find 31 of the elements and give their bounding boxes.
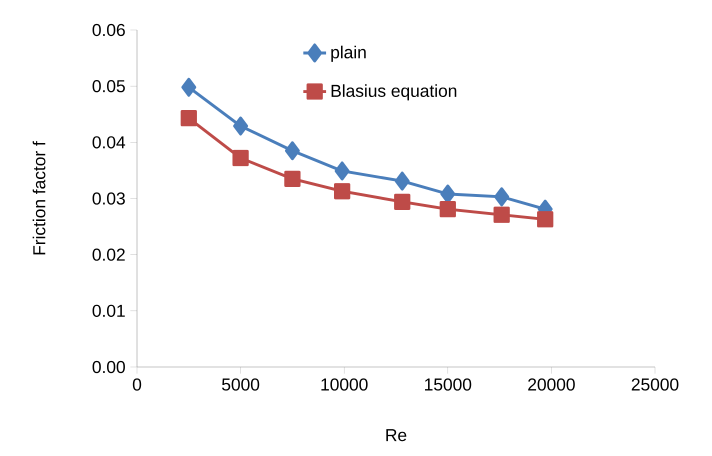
point — [394, 194, 410, 210]
point — [494, 187, 510, 206]
y-axis-title: Friction factor f — [32, 141, 46, 254]
point — [334, 162, 350, 180]
y-tick-label: 0.00 — [92, 360, 125, 374]
x-tick-label: 15000 — [425, 378, 472, 391]
x-tick-label: 25000 — [632, 378, 678, 391]
x-axis-title: Re — [386, 429, 406, 442]
x-tick-label: 5000 — [222, 378, 260, 391]
y-tick-label: 0.01 — [92, 304, 125, 317]
x-tick-label: 10000 — [321, 378, 368, 391]
y-tick-label: 0.04 — [92, 136, 126, 148]
point — [284, 141, 300, 160]
point — [284, 170, 301, 187]
point — [334, 183, 350, 200]
legend-label: plain — [331, 46, 366, 62]
point — [233, 116, 248, 136]
legend-label: Blasius equation — [332, 84, 456, 100]
point — [440, 201, 456, 218]
point — [180, 110, 197, 126]
point — [537, 211, 554, 228]
point — [494, 206, 510, 223]
point — [394, 172, 410, 191]
y-tick-label: 0.05 — [92, 80, 125, 92]
x-tick-label: 0 — [132, 378, 142, 391]
point — [232, 150, 249, 166]
y-tick-label: 0.02 — [92, 248, 125, 261]
y-tick-label: 0.06 — [92, 24, 125, 36]
x-tick-label: 20000 — [528, 378, 575, 391]
y-tick-label: 0.03 — [92, 192, 125, 205]
point — [181, 78, 196, 97]
